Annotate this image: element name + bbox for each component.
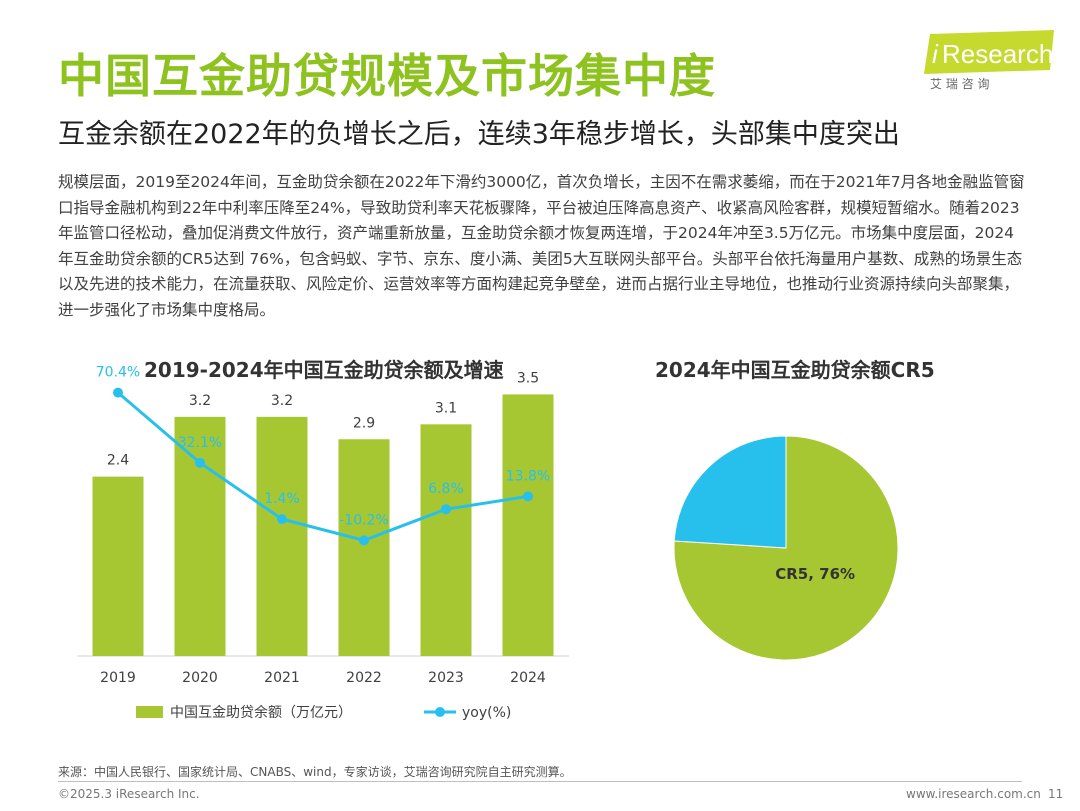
yoy-point-2021 [277, 514, 287, 525]
yoy-point-2023 [441, 504, 451, 515]
footer-divider [58, 781, 1022, 782]
logo-brand-i: i [932, 39, 939, 69]
yoy-label: 32.1% [178, 435, 222, 451]
legend-line-label: yoy(%) [462, 705, 511, 721]
bar-value-label: 3.5 [517, 370, 539, 386]
bar-value-label: 3.2 [271, 393, 293, 409]
bar-2021 [256, 416, 308, 656]
bar-value-label: 3.2 [189, 393, 211, 409]
logo-brand-text: Research [942, 39, 1053, 69]
bar-value-label: 2.4 [107, 453, 129, 469]
x-tick-label: 2019 [100, 670, 136, 686]
x-tick-label: 2020 [182, 670, 218, 686]
x-tick-label: 2023 [428, 670, 464, 686]
bar-2024 [502, 394, 554, 656]
bar-value-label: 2.9 [353, 415, 375, 431]
bar-value-label: 3.1 [435, 400, 457, 416]
page-subtitle: 互金余额在2022年的负增长之后，连续3年稳步增长，头部集中度突出 [58, 119, 900, 150]
yoy-point-2024 [523, 491, 533, 502]
source-note: 来源：中国人民银行、国家统计局、CNABS、wind，专家访谈，艾瑞咨询研究院自… [58, 765, 572, 779]
pie-slice-label: CR5, 76% [775, 565, 855, 583]
yoy-label: 1.4% [264, 491, 300, 507]
x-tick-label: 2022 [346, 670, 382, 686]
yoy-point-2022 [359, 535, 369, 546]
iresearch-logo: i Research 艾 瑞 咨 询 [924, 30, 1054, 91]
bar-chart-title: 2019-2024年中国互金助贷余额及增速 [144, 358, 504, 382]
x-tick-label: 2024 [510, 670, 546, 686]
summary-paragraph: 规模层面，2019至2024年间，互金助贷余额在2022年下滑约3000亿，首次… [58, 173, 1025, 319]
bar-2019 [92, 476, 144, 656]
page-number: 11 [1048, 787, 1064, 801]
bar-2020 [174, 416, 226, 656]
logo-tagline: 艾 瑞 咨 询 [930, 76, 989, 91]
yoy-label: 70.4% [96, 365, 140, 381]
bar-2023 [420, 424, 472, 656]
legend-line-marker [435, 707, 445, 717]
yoy-line [117, 391, 529, 542]
yoy-point-2019 [113, 387, 123, 398]
logo-background [924, 30, 1054, 74]
yoy-point-2020 [195, 457, 205, 468]
legend-bar-label: 中国互金助贷余额（万亿元） [170, 704, 352, 721]
pie-slice-其他 [673, 435, 787, 549]
yoy-label: 13.8% [506, 468, 550, 484]
page-title: 中国互金助贷规模及市场集中度 [58, 49, 716, 103]
bar-2022 [338, 439, 390, 656]
website-link[interactable]: www.iresearch.com.cn [906, 787, 1041, 801]
yoy-label: -10.2% [339, 512, 389, 528]
copyright: ©2025.3 iResearch Inc. [58, 787, 200, 801]
legend-bar-swatch [136, 706, 163, 718]
pie-chart-title: 2024年中国互金助贷余额CR5 [655, 358, 935, 382]
yoy-label: 6.8% [428, 481, 464, 497]
x-tick-label: 2021 [264, 670, 300, 686]
